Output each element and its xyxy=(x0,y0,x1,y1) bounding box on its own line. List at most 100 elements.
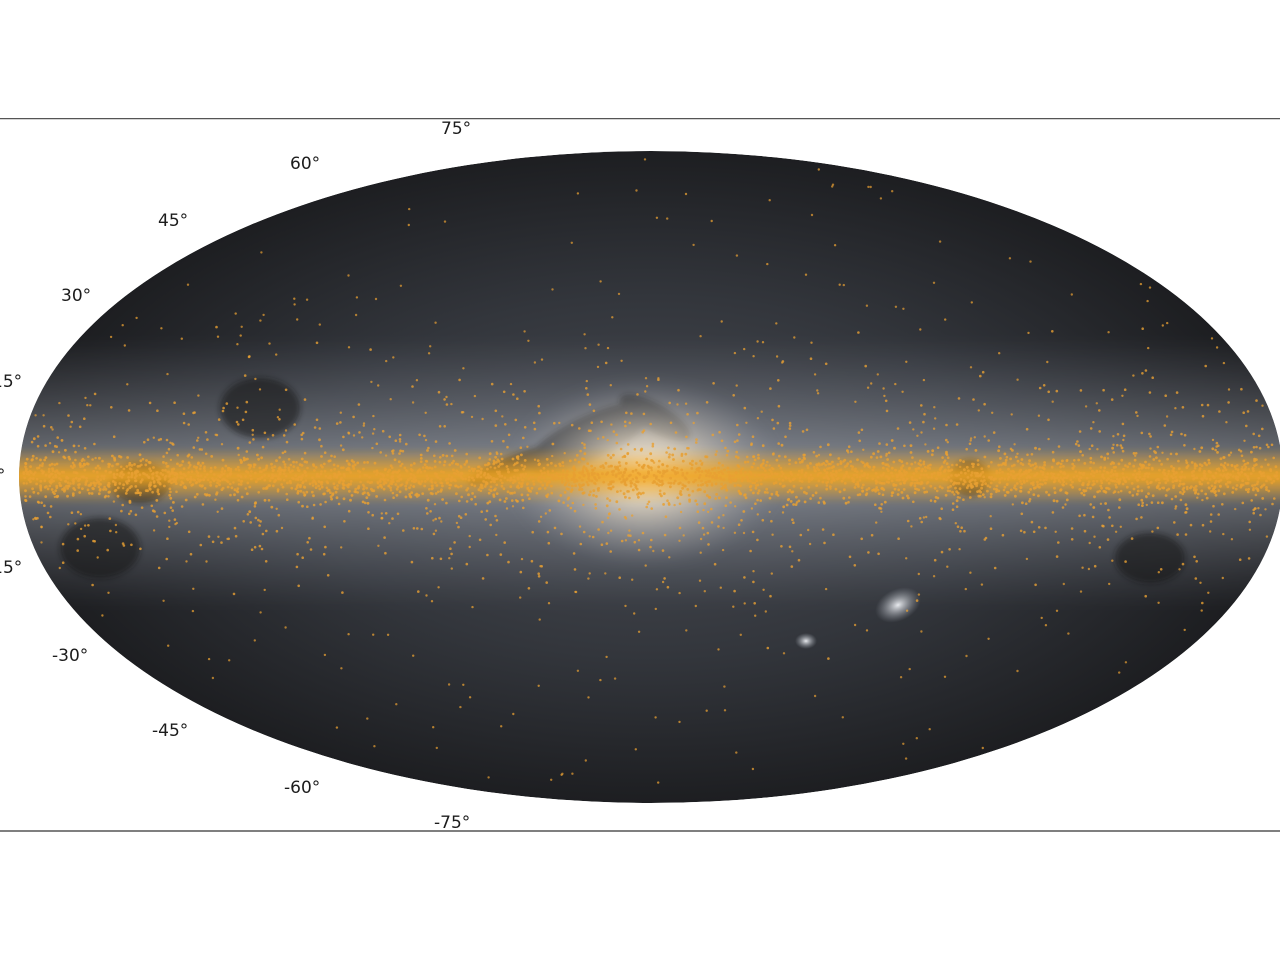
source-point xyxy=(40,464,44,468)
source-point xyxy=(206,478,210,482)
source-point xyxy=(182,421,186,425)
source-point xyxy=(762,459,765,462)
source-point xyxy=(36,444,40,448)
source-point xyxy=(300,433,304,437)
source-point xyxy=(880,482,883,485)
source-point xyxy=(1165,474,1169,478)
source-point xyxy=(1156,501,1160,505)
source-point xyxy=(499,553,503,556)
source-point xyxy=(607,486,610,490)
source-point xyxy=(864,364,867,368)
source-point xyxy=(340,546,343,549)
source-point xyxy=(915,470,918,473)
source-point xyxy=(1055,389,1059,393)
source-point xyxy=(523,330,526,333)
source-point xyxy=(617,472,621,475)
source-point xyxy=(1132,452,1136,455)
source-point xyxy=(687,480,691,484)
source-point xyxy=(58,481,61,485)
source-point xyxy=(1135,472,1139,476)
source-point xyxy=(984,482,987,486)
source-point xyxy=(54,470,57,474)
source-point xyxy=(1091,515,1095,519)
source-point xyxy=(710,521,714,524)
source-point xyxy=(1196,496,1199,499)
source-point xyxy=(882,471,885,475)
source-point xyxy=(861,483,865,487)
source-point xyxy=(1241,479,1245,483)
source-point xyxy=(700,479,703,483)
source-point xyxy=(1098,470,1102,473)
source-point xyxy=(1135,492,1139,496)
source-point xyxy=(519,474,523,477)
source-point xyxy=(605,472,609,475)
source-point xyxy=(479,470,483,473)
source-point xyxy=(688,500,691,503)
source-point xyxy=(282,469,286,473)
source-point xyxy=(57,451,61,454)
source-point xyxy=(139,459,143,463)
source-point xyxy=(1169,433,1173,437)
source-point xyxy=(400,483,404,486)
source-point xyxy=(566,479,570,483)
source-point xyxy=(764,610,767,613)
source-point xyxy=(962,482,965,486)
source-point xyxy=(198,467,202,471)
source-point xyxy=(724,446,727,450)
source-point xyxy=(67,455,71,459)
source-point xyxy=(1101,475,1104,478)
source-point xyxy=(1028,500,1031,503)
source-point xyxy=(333,455,337,459)
source-point xyxy=(470,467,474,471)
lat-label-30: 30° xyxy=(61,286,92,306)
source-point xyxy=(938,516,941,520)
source-point xyxy=(1238,558,1242,561)
source-point xyxy=(789,480,792,483)
source-point xyxy=(940,486,944,490)
source-point xyxy=(1016,452,1019,455)
source-point xyxy=(722,526,725,530)
source-point xyxy=(1118,506,1121,509)
source-point xyxy=(445,395,448,399)
source-point xyxy=(1111,479,1115,483)
source-point xyxy=(108,463,112,466)
source-point xyxy=(880,487,884,490)
source-point xyxy=(1043,461,1046,464)
source-point xyxy=(53,463,57,467)
source-point xyxy=(1247,557,1251,560)
source-point xyxy=(1110,471,1113,474)
source-point xyxy=(789,472,793,476)
source-point xyxy=(1014,455,1018,459)
source-point xyxy=(399,449,402,453)
source-point xyxy=(929,499,933,502)
source-point xyxy=(817,168,820,171)
source-point xyxy=(148,401,152,405)
source-point xyxy=(1078,514,1081,518)
source-point xyxy=(156,409,159,413)
source-point xyxy=(987,476,991,479)
source-point xyxy=(1215,468,1219,471)
source-point xyxy=(87,455,90,459)
source-point xyxy=(1017,477,1021,480)
source-point xyxy=(791,550,794,553)
source-point xyxy=(989,527,993,530)
source-point xyxy=(896,493,900,496)
source-point xyxy=(126,383,129,386)
source-point xyxy=(333,467,337,471)
source-point xyxy=(1193,555,1196,559)
source-point xyxy=(278,408,281,411)
source-point xyxy=(881,466,885,470)
source-point xyxy=(584,347,587,350)
source-point xyxy=(453,449,457,452)
source-point xyxy=(366,501,370,505)
source-point xyxy=(1225,477,1229,480)
source-point xyxy=(379,483,382,487)
source-point xyxy=(835,477,839,481)
source-point xyxy=(922,516,926,519)
source-point xyxy=(965,654,968,658)
source-point xyxy=(1256,480,1260,484)
source-point xyxy=(905,557,908,560)
source-point xyxy=(483,473,486,476)
source-point xyxy=(901,464,905,467)
source-point xyxy=(1179,498,1183,502)
